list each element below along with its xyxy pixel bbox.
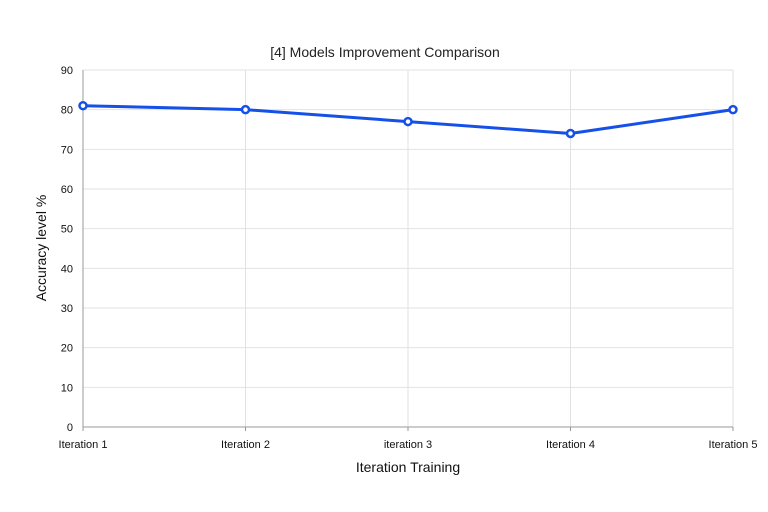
data-point[interactable] <box>728 104 738 115</box>
data-point[interactable] <box>240 104 251 115</box>
y-tick-label: 90 <box>61 65 73 77</box>
chart-title: [4] Models Improvement Comparison <box>270 44 500 60</box>
y-tick-label: 70 <box>61 144 73 156</box>
y-tick-label: 50 <box>61 224 73 236</box>
axes: 0 10 20 30 40 50 60 70 80 90 Iteration 1 Iteration … <box>59 65 758 451</box>
y-tick-label: 0 <box>67 422 73 434</box>
x-tick-label: Iteration 5 <box>709 439 758 451</box>
y-tick-label: 60 <box>61 184 73 196</box>
series-layer <box>78 100 738 139</box>
x-tick-label: iteration 3 <box>384 439 432 451</box>
x-tick-label: Iteration 4 <box>546 439 595 451</box>
y-axis-title: Accuracy level % <box>33 195 49 302</box>
y-tick-label: 30 <box>61 303 73 315</box>
data-point[interactable] <box>565 128 576 139</box>
data-point[interactable] <box>403 116 413 127</box>
y-tick-label: 20 <box>61 343 73 355</box>
x-tick-label: Iteration 1 <box>59 439 108 451</box>
y-tick-label: 80 <box>61 105 73 117</box>
y-tick-label: 10 <box>61 382 73 394</box>
y-tick-label: 40 <box>61 263 73 275</box>
x-tick-label: Iteration 2 <box>221 439 270 451</box>
data-point[interactable] <box>78 100 88 111</box>
x-axis-title: Iteration Training <box>356 459 460 475</box>
